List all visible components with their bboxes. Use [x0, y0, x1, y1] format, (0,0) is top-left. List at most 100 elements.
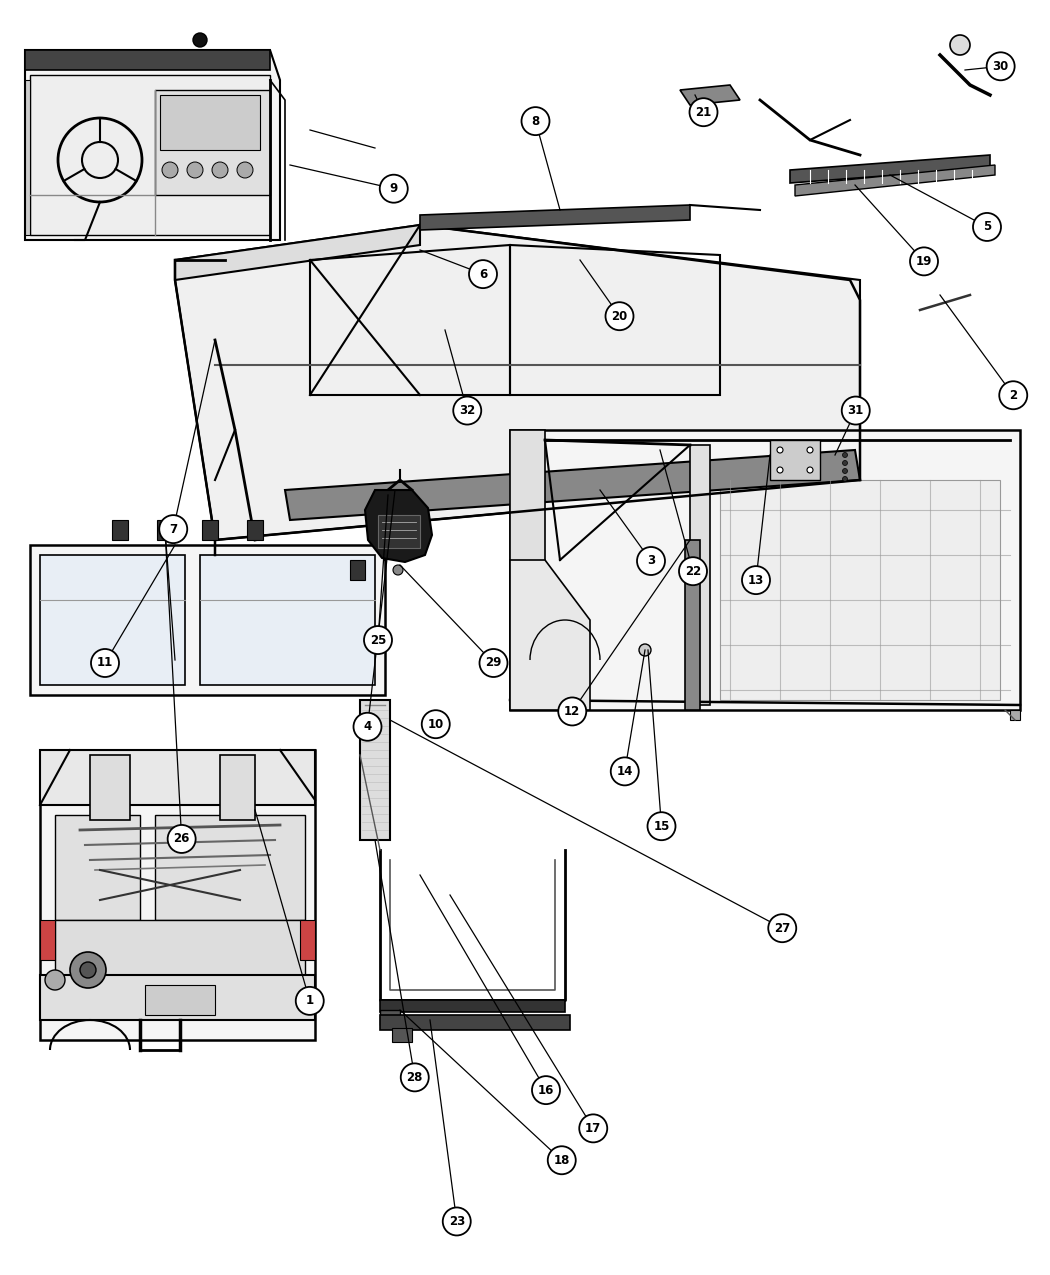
Text: 27: 27 [774, 922, 791, 935]
Circle shape [842, 477, 847, 482]
Polygon shape [55, 815, 140, 921]
Circle shape [469, 260, 497, 288]
Polygon shape [420, 205, 690, 230]
Circle shape [1000, 381, 1027, 409]
Circle shape [639, 644, 651, 657]
Text: 11: 11 [97, 657, 113, 669]
Polygon shape [158, 520, 173, 541]
Text: 6: 6 [479, 268, 487, 280]
Circle shape [842, 460, 847, 465]
Circle shape [769, 914, 796, 942]
Circle shape [422, 710, 449, 738]
Circle shape [842, 453, 847, 458]
Circle shape [401, 1063, 428, 1091]
Circle shape [777, 448, 783, 453]
Polygon shape [30, 544, 385, 695]
Text: 5: 5 [983, 221, 991, 233]
Circle shape [742, 566, 770, 594]
Circle shape [987, 52, 1014, 80]
Text: 17: 17 [585, 1122, 602, 1135]
Circle shape [160, 515, 187, 543]
Polygon shape [40, 750, 315, 805]
Polygon shape [40, 975, 315, 1020]
Text: 30: 30 [992, 60, 1009, 73]
Circle shape [637, 547, 665, 575]
Text: 14: 14 [616, 765, 633, 778]
Polygon shape [25, 50, 270, 70]
Text: 29: 29 [485, 657, 502, 669]
Circle shape [162, 162, 178, 179]
Circle shape [559, 697, 586, 725]
Polygon shape [40, 555, 185, 685]
Circle shape [807, 467, 813, 473]
Polygon shape [510, 430, 545, 710]
Polygon shape [720, 479, 1000, 700]
Polygon shape [795, 164, 995, 196]
Polygon shape [25, 50, 280, 240]
Circle shape [380, 175, 407, 203]
Polygon shape [360, 700, 390, 840]
Polygon shape [510, 560, 590, 710]
Circle shape [690, 98, 717, 126]
Text: 31: 31 [847, 404, 864, 417]
Circle shape [548, 1146, 575, 1174]
Text: 20: 20 [611, 310, 628, 323]
Circle shape [393, 565, 403, 575]
Polygon shape [40, 921, 55, 960]
Text: 21: 21 [695, 106, 712, 119]
Polygon shape [90, 755, 130, 820]
Polygon shape [285, 450, 860, 520]
Text: 9: 9 [390, 182, 398, 195]
Polygon shape [510, 430, 1020, 710]
Circle shape [842, 397, 869, 425]
Circle shape [807, 448, 813, 453]
Polygon shape [25, 80, 30, 235]
Polygon shape [220, 755, 255, 820]
Polygon shape [1010, 710, 1020, 720]
Circle shape [443, 1207, 470, 1235]
Polygon shape [55, 921, 304, 975]
Circle shape [45, 970, 65, 989]
Text: 7: 7 [169, 523, 177, 536]
Polygon shape [690, 445, 710, 705]
Circle shape [532, 1076, 560, 1104]
Circle shape [522, 107, 549, 135]
Polygon shape [770, 440, 820, 479]
Circle shape [212, 162, 228, 179]
Polygon shape [30, 75, 270, 235]
Text: 3: 3 [647, 555, 655, 567]
Circle shape [296, 987, 323, 1015]
Polygon shape [200, 555, 375, 685]
Text: 23: 23 [448, 1215, 465, 1228]
Polygon shape [365, 490, 432, 562]
Text: 16: 16 [538, 1084, 554, 1096]
Circle shape [354, 713, 381, 741]
Circle shape [187, 162, 203, 179]
Polygon shape [175, 224, 420, 280]
Text: 32: 32 [459, 404, 476, 417]
Circle shape [842, 468, 847, 473]
Circle shape [910, 247, 938, 275]
Polygon shape [40, 750, 315, 1040]
Polygon shape [160, 96, 260, 150]
Polygon shape [247, 520, 262, 541]
Text: 28: 28 [406, 1071, 423, 1084]
Polygon shape [300, 921, 315, 960]
Polygon shape [380, 1015, 570, 1030]
Polygon shape [145, 986, 215, 1015]
Text: 1: 1 [306, 994, 314, 1007]
Text: 26: 26 [173, 833, 190, 845]
Text: 12: 12 [564, 705, 581, 718]
Circle shape [648, 812, 675, 840]
Text: 18: 18 [553, 1154, 570, 1167]
Circle shape [950, 34, 970, 55]
Circle shape [973, 213, 1001, 241]
Text: 8: 8 [531, 115, 540, 128]
Polygon shape [202, 520, 218, 541]
Polygon shape [112, 520, 128, 541]
Circle shape [611, 757, 638, 785]
Circle shape [168, 825, 195, 853]
Polygon shape [378, 515, 420, 548]
Polygon shape [680, 85, 740, 105]
Polygon shape [380, 1010, 400, 1025]
